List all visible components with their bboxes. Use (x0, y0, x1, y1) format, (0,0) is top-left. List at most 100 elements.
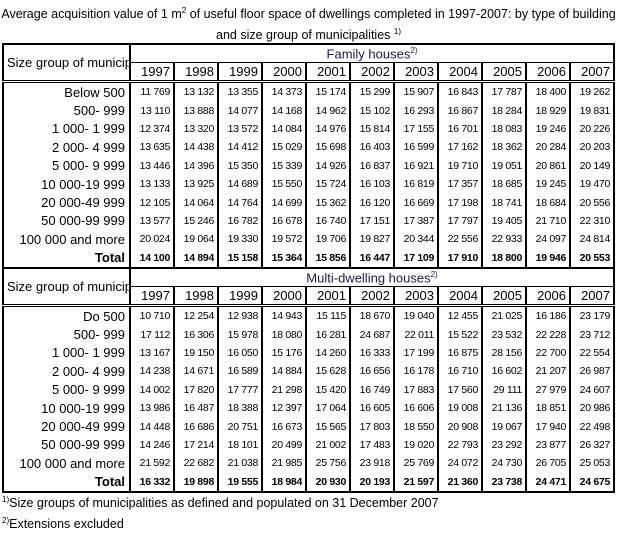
table-row: 20 000-49 999 12 105 14 064 14 764 14 699 15 … (3, 193, 615, 212)
year-header: 2005 (482, 62, 527, 83)
year-header: 2007 (570, 62, 615, 83)
value-cell: 16 103 (350, 174, 395, 194)
value-cell: 19 706 (306, 230, 351, 249)
value-cell: 26 327 (570, 435, 615, 455)
value-cell: 16 921 (394, 156, 439, 175)
year-header: 2003 (394, 62, 439, 83)
value-cell: 14 689 (218, 174, 263, 194)
footnote-mark: 2) (2, 516, 10, 526)
value-cell: 17 199 (394, 343, 439, 363)
year-header: 1997 (130, 62, 175, 83)
value-cell: 15 522 (438, 325, 483, 344)
header-row: Size group of municipalitiesFamily house… (3, 44, 615, 83)
year-header: 2004 (438, 62, 483, 83)
value-cell: 16 819 (394, 174, 439, 194)
value-cell: 22 793 (438, 435, 483, 455)
value-cell: 18 685 (482, 174, 527, 194)
value-cell: 13 446 (130, 156, 175, 175)
value-cell: 21 298 (262, 380, 307, 399)
value-cell: 13 635 (130, 138, 175, 157)
value-cell: 16 606 (394, 398, 439, 418)
value-cell: 16 875 (438, 343, 483, 363)
year-header: 2002 (350, 286, 395, 307)
total-row: Total 14 100 14 894 15 158 15 364 15 856 16 44… (3, 248, 615, 268)
value-cell: 13 132 (174, 81, 219, 102)
value-cell: 16 178 (394, 362, 439, 381)
value-cell: 15 339 (262, 156, 307, 175)
size-group-header: Size group of municipalities (3, 268, 131, 307)
value-cell: 16 332 (130, 472, 175, 492)
value-cell: 23 532 (482, 325, 527, 344)
value-cell: 17 883 (394, 380, 439, 399)
value-cell: 15 856 (306, 248, 351, 268)
year-header: 1999 (218, 286, 263, 307)
table-row: 2 000- 4 999 14 238 14 671 16 589 14 884 15 6… (3, 362, 615, 381)
value-cell: 22 700 (526, 343, 571, 363)
value-cell: 12 397 (262, 398, 307, 418)
building-type-header: Multi-dwelling houses2) (130, 268, 615, 287)
table-row: 100 000 and more 21 592 22 682 21 038 21 985… (3, 454, 615, 473)
building-type-header: Family houses2) (130, 44, 615, 63)
value-cell: 13 888 (174, 101, 219, 120)
value-cell: 19 150 (174, 343, 219, 363)
value-cell: 14 671 (174, 362, 219, 381)
value-cell: 20 149 (570, 156, 615, 175)
value-cell: 16 050 (218, 343, 263, 363)
year-header: 1997 (130, 286, 175, 307)
year-header: 2006 (526, 286, 571, 307)
value-cell: 15 362 (306, 193, 351, 212)
value-cell: 15 420 (306, 380, 351, 399)
row-label: Below 500 (3, 81, 131, 102)
value-cell: 16 605 (350, 398, 395, 418)
value-cell: 19 262 (570, 81, 615, 102)
footnote-mark: 2) (430, 269, 438, 279)
year-header: 2005 (482, 286, 527, 307)
value-cell: 22 310 (570, 211, 615, 231)
building-type-label: Family houses (326, 46, 411, 62)
footnote-text: Size groups of municipalities as defined… (9, 496, 439, 511)
row-label: 100 000 and more (3, 454, 131, 473)
row-label: 1 000- 1 999 (3, 343, 131, 363)
row-label: 20 000-49 999 (3, 417, 131, 436)
value-cell: 15 364 (262, 248, 307, 268)
value-cell: 15 102 (350, 101, 395, 120)
value-cell: 14 962 (306, 101, 351, 120)
value-cell: 20 861 (526, 156, 571, 175)
row-label: 5 000- 9 999 (3, 380, 131, 399)
year-header: 1998 (174, 62, 219, 83)
value-cell: 17 162 (438, 138, 483, 157)
value-cell: 19 064 (174, 230, 219, 249)
value-cell: 17 112 (130, 325, 175, 344)
value-cell: 22 554 (570, 343, 615, 363)
year-header: 2003 (394, 286, 439, 307)
year-header: 2007 (570, 286, 615, 307)
value-cell: 27 979 (526, 380, 571, 399)
value-cell: 14 100 (130, 248, 175, 268)
value-cell: 16 487 (174, 398, 219, 418)
value-cell: 14 077 (218, 101, 263, 120)
table-row: 50 000-99 999 13 577 15 246 16 782 16 678 16 … (3, 211, 615, 231)
value-cell: 18 670 (350, 305, 395, 326)
value-cell: 21 592 (130, 454, 175, 473)
value-cell: 22 682 (174, 454, 219, 473)
value-cell: 23 918 (350, 454, 395, 473)
table-row: 5 000- 9 999 14 002 17 820 17 777 21 298 15 4… (3, 380, 615, 399)
value-cell: 16 669 (394, 193, 439, 212)
value-cell: 19 898 (174, 472, 219, 492)
value-cell: 16 843 (438, 81, 483, 102)
row-label: 10 000-19 999 (3, 398, 131, 418)
value-cell: 16 678 (262, 211, 307, 231)
value-cell: 15 350 (218, 156, 263, 175)
value-cell: 19 246 (526, 119, 571, 139)
size-group-header: Size group of municipalities (3, 44, 131, 83)
year-header: 2000 (262, 286, 307, 307)
value-cell: 16 281 (306, 325, 351, 344)
value-cell: 16 710 (438, 362, 483, 381)
value-cell: 23 877 (526, 435, 571, 455)
value-cell: 24 675 (570, 472, 615, 492)
row-label: 20 000-49 999 (3, 193, 131, 212)
value-cell: 16 333 (350, 343, 395, 363)
row-label: 1 000- 1 999 (3, 119, 131, 139)
value-cell: 15 724 (306, 174, 351, 194)
value-cell: 20 193 (350, 472, 395, 492)
